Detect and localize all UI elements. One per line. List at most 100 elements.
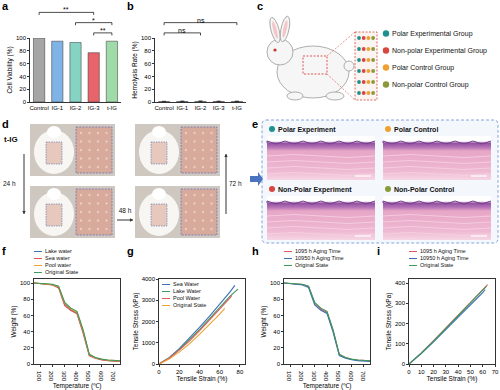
svg-text:0: 0 bbox=[277, 361, 281, 367]
svg-text:Cell Viability (%): Cell Viability (%) bbox=[6, 46, 14, 93]
svg-text:Hemolysis Rate (%): Hemolysis Rate (%) bbox=[131, 41, 139, 98]
svg-text:Weight (%): Weight (%) bbox=[10, 305, 18, 337]
svg-text:Polar Control: Polar Control bbox=[394, 126, 438, 133]
svg-text:50: 50 bbox=[467, 369, 474, 375]
svg-text:20: 20 bbox=[273, 345, 280, 351]
svg-text:300: 300 bbox=[61, 371, 67, 382]
svg-text:20: 20 bbox=[176, 369, 183, 375]
svg-text:80: 80 bbox=[23, 296, 30, 302]
svg-text:IG-2: IG-2 bbox=[195, 105, 207, 111]
svg-text:4000: 4000 bbox=[142, 276, 156, 282]
svg-text:20: 20 bbox=[19, 86, 26, 92]
svg-text:200: 200 bbox=[395, 321, 406, 327]
svg-text:100: 100 bbox=[286, 371, 292, 382]
svg-text:700: 700 bbox=[360, 371, 366, 382]
svg-text:500: 500 bbox=[335, 371, 341, 382]
svg-text:0: 0 bbox=[152, 361, 156, 367]
svg-text:2000: 2000 bbox=[142, 319, 156, 325]
svg-text:60: 60 bbox=[144, 61, 151, 67]
svg-text:40: 40 bbox=[455, 369, 462, 375]
svg-text:70: 70 bbox=[492, 369, 499, 375]
svg-text:3000: 3000 bbox=[142, 297, 156, 303]
svg-text:700: 700 bbox=[110, 371, 116, 382]
svg-text:0: 0 bbox=[23, 99, 27, 105]
svg-text:80: 80 bbox=[237, 369, 244, 375]
svg-text:600: 600 bbox=[98, 371, 104, 382]
svg-text:t-IG: t-IG bbox=[107, 105, 117, 111]
svg-text:24 h: 24 h bbox=[3, 180, 16, 187]
svg-text:60: 60 bbox=[216, 369, 223, 375]
svg-text:Polar Control Group: Polar Control Group bbox=[392, 64, 454, 72]
svg-text:600: 600 bbox=[348, 371, 354, 382]
svg-text:10: 10 bbox=[418, 369, 425, 375]
svg-text:**: ** bbox=[63, 6, 69, 13]
svg-text:Weight (%): Weight (%) bbox=[260, 305, 268, 337]
svg-text:Temperature (℃): Temperature (℃) bbox=[303, 382, 352, 390]
html-text:b: b bbox=[127, 0, 134, 12]
svg-text:200: 200 bbox=[48, 371, 54, 382]
svg-text:IG-3: IG-3 bbox=[213, 105, 225, 111]
svg-text:Non-polar Experimental Group: Non-polar Experimental Group bbox=[392, 47, 487, 55]
svg-text:400: 400 bbox=[323, 371, 329, 382]
svg-text:100: 100 bbox=[270, 280, 281, 286]
svg-text:Tensile Strain (%): Tensile Strain (%) bbox=[177, 375, 228, 383]
svg-text:40: 40 bbox=[23, 329, 30, 335]
svg-text:100: 100 bbox=[20, 280, 31, 286]
svg-text:40: 40 bbox=[144, 74, 151, 80]
svg-text:100: 100 bbox=[16, 35, 27, 41]
svg-text:80: 80 bbox=[19, 48, 26, 54]
svg-text:Polar Experimental Group: Polar Experimental Group bbox=[392, 30, 473, 38]
svg-text:100: 100 bbox=[141, 35, 152, 41]
svg-text:Tensile Stress (kPa): Tensile Stress (kPa) bbox=[132, 293, 140, 351]
svg-text:400: 400 bbox=[395, 280, 406, 286]
svg-text:0: 0 bbox=[27, 361, 31, 367]
svg-text:0: 0 bbox=[402, 361, 406, 367]
svg-text:IG-1: IG-1 bbox=[51, 105, 63, 111]
svg-text:20: 20 bbox=[144, 86, 151, 92]
svg-text:300: 300 bbox=[395, 300, 406, 306]
svg-text:t-IG: t-IG bbox=[4, 135, 18, 144]
svg-text:0: 0 bbox=[157, 369, 161, 375]
svg-text:100: 100 bbox=[36, 371, 42, 382]
svg-text:20: 20 bbox=[430, 369, 437, 375]
svg-text:IG-1: IG-1 bbox=[176, 105, 188, 111]
svg-text:500: 500 bbox=[85, 371, 91, 382]
svg-text:72 h: 72 h bbox=[229, 180, 242, 187]
svg-text:30: 30 bbox=[443, 369, 450, 375]
svg-text:IG-3: IG-3 bbox=[88, 105, 100, 111]
svg-text:80: 80 bbox=[144, 48, 151, 54]
svg-text:80: 80 bbox=[273, 296, 280, 302]
svg-text:Control: Control bbox=[29, 105, 48, 111]
svg-text:ns: ns bbox=[197, 17, 205, 24]
svg-text:200: 200 bbox=[298, 371, 304, 382]
svg-text:*: * bbox=[92, 17, 95, 24]
svg-text:40: 40 bbox=[19, 74, 26, 80]
svg-text:Tensile Stress (kPa): Tensile Stress (kPa) bbox=[385, 293, 393, 351]
svg-text:t-IG: t-IG bbox=[232, 105, 242, 111]
svg-text:40: 40 bbox=[273, 329, 280, 335]
html-text:a: a bbox=[2, 0, 9, 12]
svg-text:400: 400 bbox=[73, 371, 79, 382]
svg-text:60: 60 bbox=[23, 313, 30, 319]
svg-text:Non-Polar Experiment: Non-Polar Experiment bbox=[278, 186, 352, 194]
svg-text:Tensile Strain (%): Tensile Strain (%) bbox=[427, 375, 478, 383]
svg-text:0: 0 bbox=[148, 99, 152, 105]
svg-text:60: 60 bbox=[273, 313, 280, 319]
svg-text:20: 20 bbox=[23, 345, 30, 351]
svg-text:Control: Control bbox=[154, 105, 173, 111]
svg-text:1000: 1000 bbox=[142, 340, 156, 346]
svg-text:0: 0 bbox=[407, 369, 411, 375]
svg-text:60: 60 bbox=[479, 369, 486, 375]
svg-text:IG-2: IG-2 bbox=[70, 105, 82, 111]
svg-text:48 h: 48 h bbox=[119, 207, 132, 214]
svg-text:60: 60 bbox=[19, 61, 26, 67]
svg-text:100: 100 bbox=[395, 341, 406, 347]
svg-text:Non-polar Control Group: Non-polar Control Group bbox=[392, 81, 469, 89]
svg-text:**: ** bbox=[100, 27, 106, 34]
svg-text:Non-Polar Control: Non-Polar Control bbox=[394, 186, 454, 193]
svg-text:40: 40 bbox=[196, 369, 203, 375]
svg-text:ns: ns bbox=[178, 27, 186, 34]
svg-text:Polar Experiment: Polar Experiment bbox=[278, 126, 336, 134]
svg-text:Temperature (℃): Temperature (℃) bbox=[53, 382, 102, 390]
svg-text:300: 300 bbox=[311, 371, 317, 382]
